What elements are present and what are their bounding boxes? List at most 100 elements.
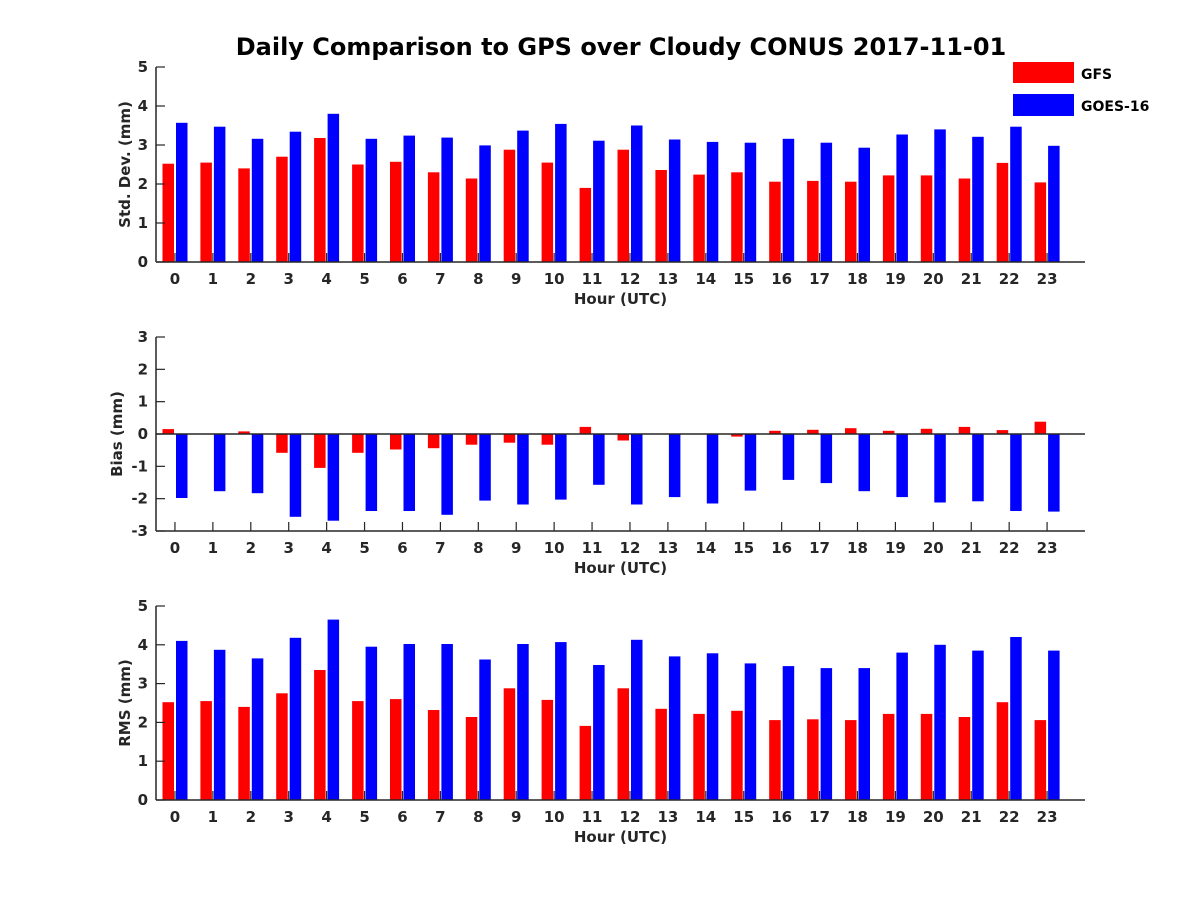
legend: GFS GOES-16: [1013, 62, 1149, 116]
bias-bar-goes16-10: [555, 434, 567, 500]
rms-bar-gfs-15: [731, 710, 743, 800]
bias-ytick-label: -1: [131, 457, 148, 475]
bias-ytick-label: 2: [138, 360, 148, 378]
rms-bar-goes16-4: [327, 619, 340, 800]
std-dev-xtick-label: 10: [544, 270, 565, 288]
bias-bar-goes16-4: [327, 434, 340, 521]
std-dev-bar-gfs-2: [238, 168, 250, 262]
rms-xtick-label: 10: [544, 808, 565, 826]
rms-xtick-label: 4: [321, 808, 331, 826]
std-dev-xtick-label: 12: [620, 270, 641, 288]
std-dev-bar-gfs-0: [162, 163, 174, 262]
bias-bar-gfs-15: [731, 434, 743, 437]
std-dev-bar-gfs-20: [920, 175, 933, 262]
rms-bar-gfs-16: [769, 720, 781, 800]
bias-xtick-label: 1: [208, 539, 218, 557]
bias-bar-goes16-11: [593, 434, 605, 485]
std-dev-bar-goes16-13: [668, 139, 681, 262]
std-dev-bar-gfs-22: [996, 162, 1009, 262]
rms-ytick-label: 1: [138, 752, 148, 770]
rms-bar-gfs-4: [314, 670, 326, 800]
std-dev-bar-goes16-20: [934, 129, 946, 262]
std-dev-bar-goes16-16: [782, 138, 795, 262]
std-dev-bar-gfs-13: [655, 170, 667, 262]
std-dev-bar-goes16-8: [479, 145, 491, 262]
std-dev-bar-gfs-19: [882, 175, 895, 262]
bias-bar-goes16-12: [631, 434, 643, 505]
rms-bar-gfs-11: [579, 725, 592, 800]
rms-bar-gfs-5: [352, 701, 364, 800]
bias-xtick-label: 7: [435, 539, 445, 557]
std-dev-bar-goes16-14: [706, 141, 719, 262]
rms-xtick-label: 14: [695, 808, 716, 826]
rms-bar-gfs-7: [427, 710, 440, 800]
rms-bar-gfs-17: [807, 719, 819, 800]
rms-bar-goes16-13: [668, 656, 681, 800]
bias-bar-gfs-17: [807, 429, 819, 434]
bias-bar-goes16-19: [896, 434, 908, 498]
bias-bar-gfs-22: [996, 430, 1009, 434]
std-dev-ytick-label: 0: [138, 253, 148, 271]
rms-x-axis-label: Hour (UTC): [574, 828, 667, 846]
rms-xtick-label: 23: [1037, 808, 1058, 826]
bias-bar-goes16-9: [517, 434, 529, 505]
rms-xtick-label: 8: [473, 808, 483, 826]
rms-bar-gfs-0: [162, 702, 174, 800]
bias-xtick-label: 5: [359, 539, 369, 557]
rms-ytick-label: 4: [138, 636, 148, 654]
bias-bar-gfs-16: [769, 430, 781, 434]
std-dev-xtick-label: 19: [885, 270, 906, 288]
std-dev-bar-gfs-10: [541, 162, 554, 262]
rms-bar-gfs-21: [958, 717, 971, 800]
bias-y-axis-label: Bias (mm): [108, 391, 126, 477]
std-dev-x-axis-label: Hour (UTC): [574, 290, 667, 308]
std-dev-ytick-label: 3: [138, 136, 148, 154]
std-dev-bar-goes16-11: [593, 140, 605, 262]
std-dev-xtick-label: 13: [657, 270, 678, 288]
std-dev-bar-gfs-7: [427, 172, 440, 262]
bias-x-axis-label: Hour (UTC): [574, 559, 667, 577]
bias-bar-goes16-17: [820, 434, 833, 484]
rms-bar-gfs-13: [655, 708, 667, 800]
std-dev-bar-gfs-12: [617, 149, 629, 262]
std-dev-xtick-label: 22: [999, 270, 1020, 288]
bias-bar-goes16-21: [972, 434, 984, 502]
bias-bar-gfs-8: [465, 434, 478, 445]
bias-xtick-label: 12: [620, 539, 641, 557]
std-dev-xtick-label: 21: [961, 270, 982, 288]
rms-bar-goes16-1: [213, 649, 226, 800]
rms-xtick-label: 13: [657, 808, 678, 826]
rms-ytick-label: 5: [138, 597, 148, 615]
std-dev-xtick-label: 0: [170, 270, 180, 288]
std-dev-xtick-label: 11: [582, 270, 603, 288]
std-dev-bar-goes16-2: [251, 138, 264, 262]
rms-ytick-label: 2: [138, 713, 148, 731]
bias-xtick-label: 16: [771, 539, 792, 557]
std-dev-xtick-label: 17: [809, 270, 830, 288]
std-dev-ytick-label: 5: [138, 58, 148, 76]
rms-bar-gfs-1: [200, 701, 212, 800]
std-dev-bar-goes16-10: [555, 123, 567, 263]
std-dev-xtick-label: 16: [771, 270, 792, 288]
bias-xtick-label: 21: [961, 539, 982, 557]
rms-bar-goes16-18: [858, 668, 870, 800]
rms-xtick-label: 2: [246, 808, 256, 826]
std-dev-xtick-label: 23: [1037, 270, 1058, 288]
bias-bar-gfs-12: [617, 434, 629, 441]
rms-xtick-label: 18: [847, 808, 868, 826]
bias-bar-gfs-20: [920, 428, 933, 434]
bias-bar-goes16-22: [1010, 434, 1022, 511]
rms-xtick-label: 17: [809, 808, 830, 826]
std-dev-bar-gfs-21: [958, 178, 971, 262]
std-dev-bar-goes16-18: [858, 147, 870, 262]
std-dev-bar-goes16-12: [631, 125, 643, 262]
std-dev-bar-goes16-9: [517, 130, 529, 262]
std-dev-bar-goes16-17: [820, 142, 833, 262]
std-dev-xtick-label: 14: [695, 270, 716, 288]
rms-xtick-label: 22: [999, 808, 1020, 826]
rms-xtick-label: 16: [771, 808, 792, 826]
rms-bar-goes16-16: [782, 666, 795, 800]
bias-bar-gfs-0: [162, 429, 174, 434]
bias-xtick-label: 6: [397, 539, 407, 557]
